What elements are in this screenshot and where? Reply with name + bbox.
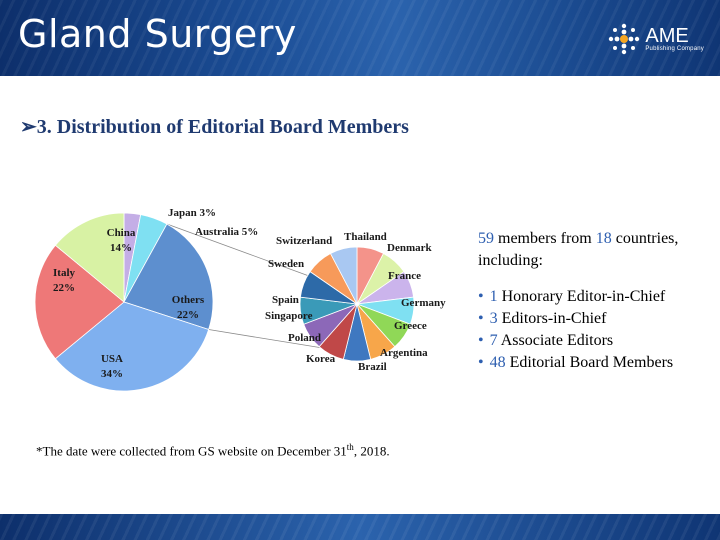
distribution-charts: Japan 3% Australia 5% Others 22% USA 34% Italy… [34,207,446,392]
connector-line [208,329,321,349]
countries-text: countries, [611,230,679,247]
main-label-italy: Italy [53,267,76,279]
role-label: Editorial Board Members [509,354,674,371]
main-percent-china: 14% [110,242,132,254]
members-count: 59 [478,230,494,247]
others-label-brazil: Brazil [358,361,387,373]
list-item: • 7 Associate Editors [478,330,710,352]
list-item: • 3 Editors-in-Chief [478,308,710,330]
role-count: 1 [489,288,498,305]
footnote-date-year: , 2018. [353,443,390,459]
including-label: including: [478,252,543,269]
footnote-superscript: th [346,442,354,452]
footnote-text: *The date were collected from GS website… [36,443,347,459]
members-summary: 59 members from 18 countries, [478,228,710,250]
main-label-others: Others [172,294,205,306]
main-percent-usa: 34% [101,368,123,380]
main-pie-chart [34,212,214,392]
main-slice-usa [54,301,210,392]
bullet: • [478,354,484,371]
bullet: • [478,332,484,349]
connector-line [166,223,308,276]
role-label: Honorary Editor-in-Chief [501,288,666,305]
footnote: *The date were collected from GS website… [36,442,390,459]
main-label-china: China [107,227,136,239]
main-slice-others [123,223,214,331]
role-label: Editors-in-Chief [501,310,607,327]
others-label-thailand: Thailand [344,231,387,243]
main-percent-italy: 22% [53,282,75,294]
logo-name: AME [645,25,689,47]
others-label-switzerland: Switzerland [276,235,332,247]
others-label-argentina: Argentina [380,347,428,359]
ame-logo: AME Publishing Company [607,22,704,56]
role-count: 7 [489,332,498,349]
others-label-germany: Germany [401,297,446,309]
main-slice-italy [34,244,125,360]
others-slice-switzerland [329,246,358,305]
others-label-denmark: Denmark [387,242,432,254]
main-label-australia: Australia 5% [195,226,258,238]
others-label-singapore: Singapore [265,310,313,322]
bullet: • [478,288,484,305]
bullet: • [478,310,484,327]
main-percent-others: 22% [177,309,199,321]
others-label-korea: Korea [306,353,336,365]
others-label-france: France [388,270,421,282]
role-label: Associate Editors [500,332,614,349]
others-breakdown-pie [299,246,415,362]
main-slice-china [54,212,125,303]
main-label-usa: USA [101,353,123,365]
ame-logo-icon [609,23,640,55]
list-item: • 48 Editorial Board Members [478,352,710,374]
list-item: • 1 Honorary Editor-in-Chief [478,286,710,308]
footer-banner [0,514,720,540]
others-label-greece: Greece [394,320,427,332]
header-banner: Gland Surgery AME Publishing Company [0,0,720,76]
main-label-japan: Japan 3% [168,207,216,219]
roles-list: • 1 Honorary Editor-in-Chief • 3 Editors-i… [478,286,710,374]
others-label-spain: Spain [272,294,299,306]
summary-panel: 59 members from 18 countries, including:… [478,228,710,374]
role-count: 48 [489,354,506,371]
countries-count: 18 [595,230,612,247]
section-title: ➢3. Distribution of Editorial Board Memb… [20,116,409,138]
role-count: 3 [489,310,498,327]
members-text: members from [494,230,596,247]
journal-title: Gland Surgery [18,12,297,56]
others-label-sweden: Sweden [268,258,304,270]
others-label-poland: Poland [288,332,321,344]
logo-subtitle: Publishing Company [645,46,704,52]
